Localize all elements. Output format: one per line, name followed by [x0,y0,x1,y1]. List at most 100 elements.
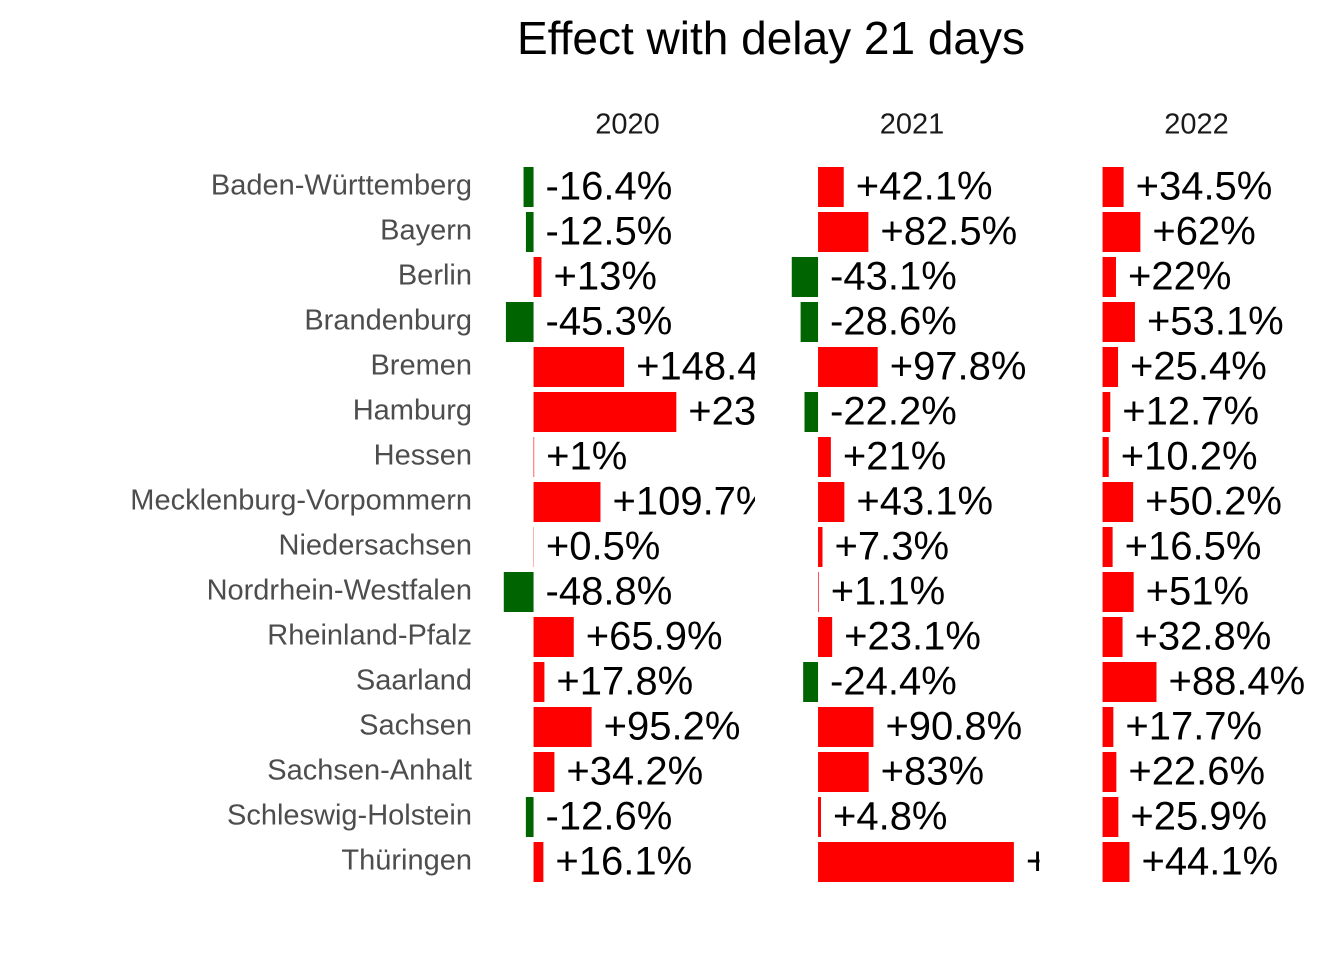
value-label: +21% [843,435,946,479]
bar [804,392,819,432]
category-label: Hessen [374,440,472,472]
facet-title: 2022 [1164,109,1229,141]
category-label: Baden-Württemberg [211,170,472,202]
value-label: -43.1% [830,255,957,299]
value-label: +16.1% [555,840,692,884]
category-label: Mecklenburg-Vorpommern [130,485,472,517]
category-label: Bayern [380,215,472,247]
chart-title: Effect with delay 21 days [517,12,1025,64]
category-label: Sachsen [359,710,472,742]
bar [818,752,869,792]
value-label: -24.4% [830,660,957,704]
bar [818,482,845,522]
value-label: +7.3% [835,525,950,569]
bar [1102,662,1157,702]
value-label: +53.1% [1147,300,1284,344]
value-label: -16.4% [546,165,673,209]
bar [1102,347,1119,387]
value-label: +97.8% [890,345,1027,389]
value-label: +17.7% [1125,705,1262,749]
bar [818,527,823,567]
value-label: -48.8% [546,570,673,614]
category-label: Sachsen-Anhalt [267,755,472,787]
bar [533,437,535,477]
value-label: -28.6% [830,300,957,344]
value-label: +32.8% [1135,615,1272,659]
value-label: +62% [1152,210,1255,254]
category-label: Berlin [398,260,472,292]
bar [1102,752,1117,792]
value-label: +65.9% [586,615,723,659]
bar [533,482,601,522]
bar [523,167,534,207]
value-label: +44.1% [1141,840,1278,884]
value-label: +1% [546,435,627,479]
bar [1102,797,1119,837]
value-label: +83% [881,750,984,794]
value-label: +42.1% [856,165,993,209]
bar [818,572,819,612]
value-label: +0.5% [546,525,661,569]
value-label: +25.4% [1130,345,1267,389]
bar [1102,482,1134,522]
bar [818,842,1014,882]
bar [533,707,592,747]
bar [818,707,874,747]
bar [503,572,534,612]
facet-title: 2021 [880,109,945,141]
value-label: -12.5% [546,210,673,254]
value-label: +34.5% [1136,165,1273,209]
bar [818,212,869,252]
value-label: -12.6% [546,795,673,839]
bar [1102,842,1130,882]
bar [1102,257,1116,297]
bar [1102,392,1111,432]
bar [1102,167,1124,207]
category-label: Hamburg [353,395,472,427]
value-label: +234% [688,390,814,434]
value-label: +109.7% [612,480,771,524]
value-label: +43.1% [856,480,993,524]
value-label: +1.1% [831,570,946,614]
value-label: +51% [1146,570,1249,614]
value-label: +13% [553,255,656,299]
bar [533,617,574,657]
category-label: Brandenburg [304,305,472,337]
value-label: +82.5% [880,210,1017,254]
bar [533,257,542,297]
facet-panel: +34.5%+62%+22%+53.1%+25.4%+12.7%+10.2%+5… [1102,165,1305,884]
value-label: +12.7% [1122,390,1259,434]
value-label: +50.2% [1145,480,1282,524]
value-label: +23.1% [844,615,981,659]
value-label: +95.2% [604,705,741,749]
value-label: +321% [1026,840,1152,884]
bar [533,662,545,702]
bar [1102,212,1141,252]
value-label: -22.2% [830,390,957,434]
bar [818,797,821,837]
value-label: +16.5% [1125,525,1262,569]
facet-title: 2020 [595,109,660,141]
category-label: Rheinland-Pfalz [267,620,472,652]
category-label: Schleswig-Holstein [227,800,472,832]
category-label: Saarland [356,665,472,697]
bar [1102,527,1113,567]
bar [818,347,878,387]
bar [533,752,555,792]
bar [533,842,544,882]
bar [818,617,833,657]
category-label: Nordrhein-Westfalen [207,575,472,607]
value-label: +148.4% [636,345,795,389]
value-label: +25.9% [1130,795,1267,839]
category-label: Bremen [370,350,472,382]
value-label: +17.8% [556,660,693,704]
bar [1102,707,1114,747]
category-label: Thüringen [341,845,472,877]
value-label: +22.6% [1128,750,1265,794]
value-label: +22% [1128,255,1231,299]
facet-panel: -16.4%-12.5%+13%-45.3%+148.4%+234% +1%+10… [503,165,814,884]
bar [1102,302,1135,342]
bar [533,392,677,432]
bar [505,302,534,342]
